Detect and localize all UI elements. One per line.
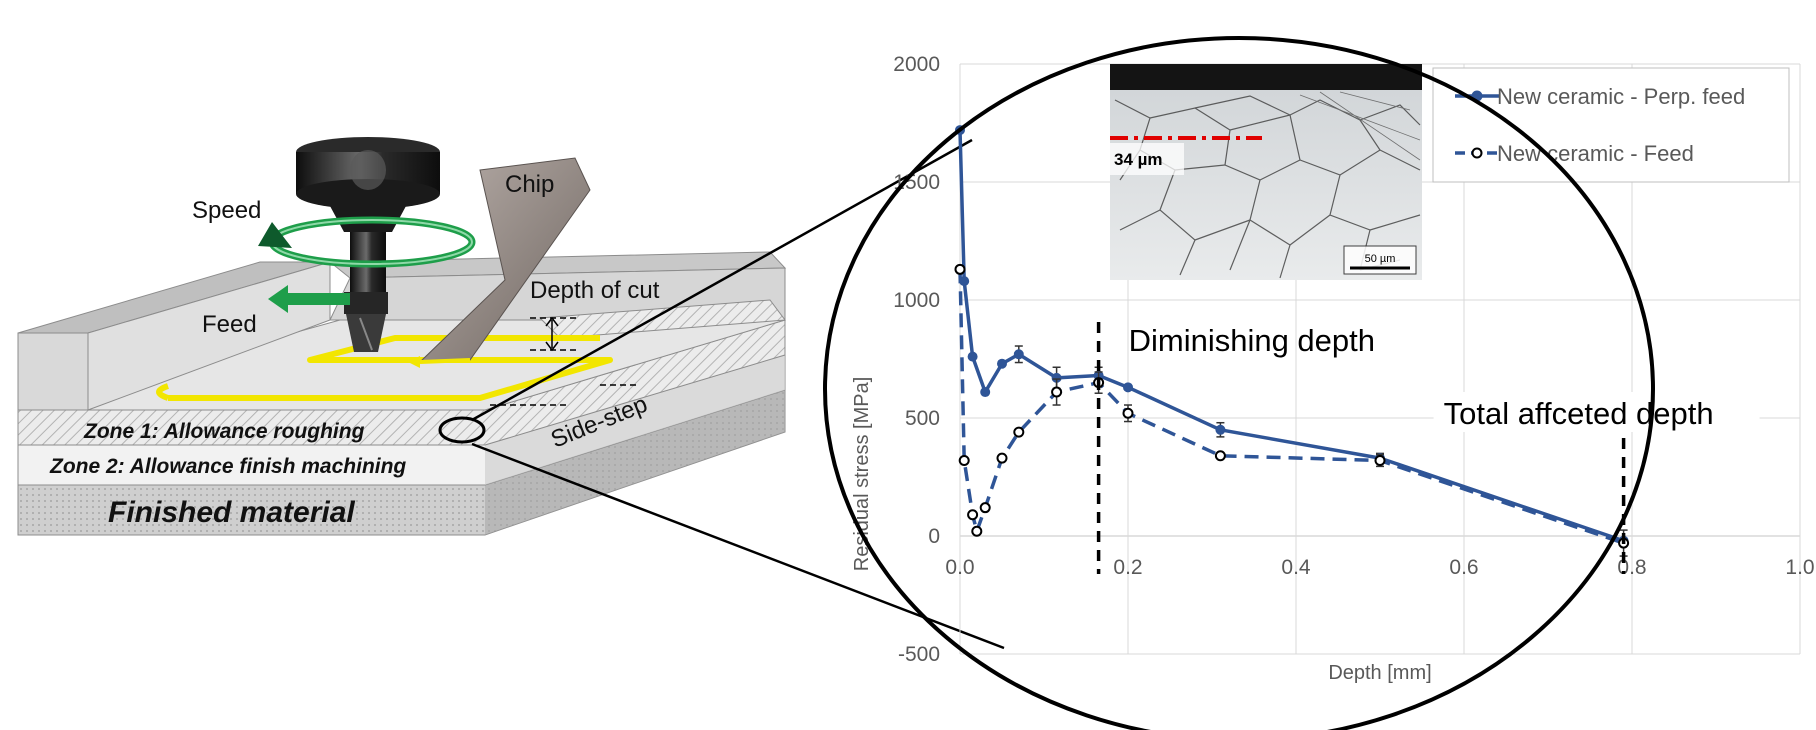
speed-label: Speed <box>192 197 261 224</box>
total-affected-depth-label: Total affceted depth <box>1444 396 1714 431</box>
series-2 <box>954 263 1630 557</box>
finished-material-label: Finished material <box>108 496 355 529</box>
chip-flow-arrowhead <box>408 356 420 368</box>
micrograph-depth-label: 34 µm <box>1114 150 1163 169</box>
zone1-highlight <box>438 416 486 444</box>
depth-of-cut-label: Depth of cut <box>530 277 660 304</box>
data-point <box>979 502 991 514</box>
x-tick-label: 0.6 <box>1449 556 1478 579</box>
data-point <box>1013 426 1025 438</box>
data-point <box>1122 407 1134 419</box>
y-tick-label: 0 <box>928 525 940 548</box>
data-point <box>996 452 1008 464</box>
legend-swatch-marker <box>1471 147 1483 159</box>
zoom-line-bottom <box>471 442 1005 650</box>
zoom-line-top <box>471 138 973 422</box>
machining-schematic: Speed Feed Chip Depth of cut Side-step Z… <box>17 137 787 536</box>
total-affected-depth-bg <box>1433 392 1760 432</box>
x-tick-label: 1.0 <box>1785 556 1814 579</box>
y-tick-label: -500 <box>898 643 940 666</box>
x-tick-label: 0.8 <box>1617 556 1646 579</box>
series-line <box>958 130 1625 543</box>
micrograph-mount <box>1110 64 1422 90</box>
legend-entry-label: New ceramic - Perp. feed <box>1497 84 1745 109</box>
data-point <box>1214 450 1226 462</box>
left-wall <box>17 332 89 411</box>
y-tick-label: 2000 <box>893 53 940 76</box>
legend-box <box>1432 67 1790 183</box>
data-point <box>1123 382 1133 393</box>
x-tick-label: 0.0 <box>945 556 974 579</box>
data-point <box>971 525 983 537</box>
toolpath-end <box>156 383 170 401</box>
zone2-label: Zone 2: Allowance finish machining <box>49 455 406 478</box>
feed-arrowhead <box>268 285 288 313</box>
speed-arrowhead <box>258 222 292 248</box>
x-tick-label: 0.4 <box>1281 556 1311 579</box>
data-point <box>1374 454 1386 466</box>
zone1-label: Zone 1: Allowance roughing <box>83 420 365 443</box>
data-point <box>997 358 1007 369</box>
milling-tool <box>296 137 440 352</box>
depth-label-bg <box>1110 143 1184 175</box>
micrograph-inset: 34 µm 50 µm <box>1110 64 1422 280</box>
y-tick-label: 1500 <box>893 171 940 194</box>
feed-label: Feed <box>202 311 257 338</box>
step-ledge <box>538 299 786 339</box>
y-tick-labels: -500 0 500 1000 1500 2000 <box>893 53 940 666</box>
x-tick-label: 0.2 <box>1113 556 1142 579</box>
data-point <box>1051 386 1063 398</box>
data-point <box>1215 424 1226 435</box>
x-axis-title: Depth [mm] <box>1328 662 1431 684</box>
data-point <box>967 351 978 362</box>
diminishing-depth-label: Diminishing depth <box>1129 323 1375 358</box>
data-point <box>967 509 979 521</box>
data-point <box>958 454 970 466</box>
y-axis-title: Residual stress [MPa] <box>851 377 873 572</box>
depth-arrow-heads <box>545 316 559 352</box>
feed-arrow-shaft <box>288 293 350 305</box>
finished-material-side <box>485 390 785 535</box>
data-point <box>954 263 966 275</box>
chip-label: Chip <box>505 171 554 198</box>
y-tick-label: 1000 <box>893 289 940 312</box>
chart-legend: New ceramic - Perp. feed New ceramic - Fe… <box>1432 67 1790 183</box>
series-layer <box>954 125 1630 557</box>
x-tick-labels: 0.0 0.2 0.4 0.6 0.8 1.0 <box>945 556 1814 579</box>
data-point <box>980 387 991 398</box>
legend-entry-label: New ceramic - Feed <box>1497 141 1694 166</box>
zone2-side <box>485 355 785 485</box>
chip-flow-arrow <box>419 358 471 364</box>
y-tick-label: 500 <box>905 407 940 430</box>
data-point <box>1013 349 1024 360</box>
annotation-layer: Diminishing depth Total affceted depth <box>1096 322 1760 574</box>
scale-bar-label: 50 µm <box>1365 253 1396 265</box>
zoom-ellipse <box>823 36 1655 730</box>
